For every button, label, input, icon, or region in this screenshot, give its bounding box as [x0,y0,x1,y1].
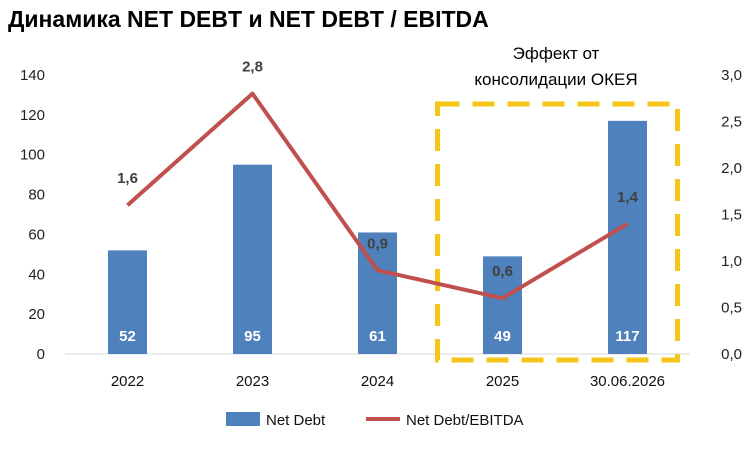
left-tick-label: 20 [28,306,45,323]
ratio-value-label: 2,8 [242,59,263,76]
ratio-value-label: 1,6 [117,170,138,187]
left-tick-label: 0 [37,346,45,363]
bar [108,250,147,354]
right-tick-label: 2,0 [721,160,742,177]
ratio-value-label: 0,9 [367,235,388,252]
ratio-value-label: 1,4 [617,189,639,206]
left-tick-label: 60 [28,226,45,243]
x-tick-label: 2023 [236,373,269,390]
x-tick-label: 30.06.2026 [590,373,665,390]
legend-label-bar: Net Debt [266,412,326,429]
annotation-line-2: консолидации ОКЕЯ [474,70,637,89]
left-tick-label: 140 [20,67,45,84]
bar-value-label: 95 [244,328,261,345]
annotation-line-1: Эффект от [513,44,600,63]
x-axis-ticks: 2022 2023 2024 2025 30.06.2026 [111,373,665,390]
x-tick-label: 2024 [361,373,394,390]
left-tick-label: 80 [28,187,45,204]
left-tick-label: 120 [20,107,45,124]
consolidation-highlight-box [435,101,680,363]
right-tick-label: 2,5 [721,114,742,131]
right-tick-label: 1,0 [721,253,742,270]
bar [233,164,272,354]
x-tick-label: 2025 [486,373,519,390]
left-tick-label: 100 [20,147,45,164]
right-tick-label: 0,0 [721,346,742,363]
bar-value-label: 61 [369,328,386,345]
ratio-labels: 1,6 2,8 0,9 0,6 1,4 [117,59,639,281]
chart-title: Динамика NET DEBT и NET DEBT / EBITDA [8,6,489,32]
ratio-value-label: 0,6 [492,263,513,280]
left-tick-label: 40 [28,266,45,283]
right-tick-label: 0,5 [721,300,742,317]
bar [483,256,522,354]
bar-value-label: 117 [615,328,639,345]
legend-label-line: Net Debt/EBITDA [406,412,524,429]
bar [608,120,647,354]
left-axis-ticks: 0 20 40 60 80 100 120 140 [20,67,45,363]
x-tick-label: 2022 [111,373,144,390]
bar-value-label: 49 [494,328,511,345]
right-axis-ticks: 0,0 0,5 1,0 1,5 2,0 2,5 3,0 [721,67,742,363]
bar-labels: 52 95 61 49 117 [119,328,639,345]
ratio-line [126,91,629,301]
right-tick-label: 3,0 [721,67,742,84]
legend-swatch-bar [226,412,260,426]
right-tick-label: 1,5 [721,207,742,224]
bar-value-label: 52 [119,328,136,345]
legend: Net Debt Net Debt/EBITDA [226,412,524,429]
